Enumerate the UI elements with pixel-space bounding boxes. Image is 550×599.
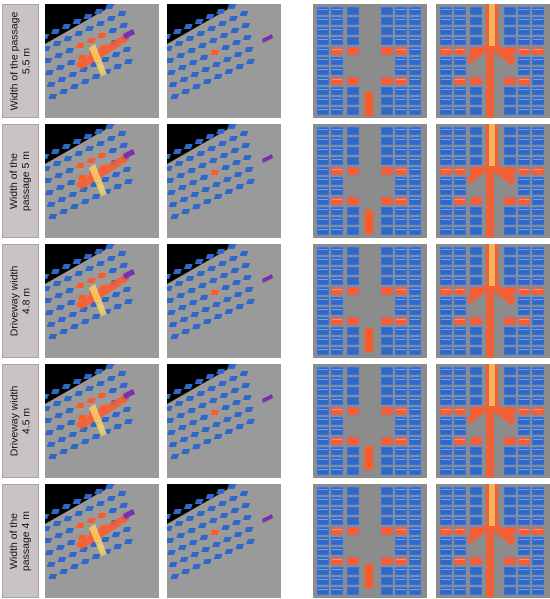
perspective-parking-view-image	[167, 244, 281, 358]
top-flow-view-image	[436, 364, 550, 478]
perspective-parking-view	[167, 4, 281, 118]
perspective-parking-view-image	[167, 4, 281, 118]
perspective-flow-view	[45, 124, 159, 238]
perspective-flow-view	[45, 484, 159, 598]
top-flow-view	[436, 484, 550, 598]
top-flow-view-image	[436, 124, 550, 238]
perspective-parking-view	[167, 124, 281, 238]
top-parking-view-image	[313, 124, 427, 238]
top-flow-view-image	[436, 4, 550, 118]
perspective-parking-view	[167, 484, 281, 598]
perspective-flow-view	[45, 4, 159, 118]
top-flow-view	[436, 364, 550, 478]
perspective-parking-view-image	[167, 124, 281, 238]
perspective-parking-view-image	[167, 484, 281, 598]
row-label-box: Width of the passage 5.5 m	[2, 4, 39, 118]
row-label: Width of the passage 5 m	[8, 150, 33, 212]
row-label-box: Driveway width 4.8 m	[2, 244, 39, 358]
top-parking-view-image	[313, 364, 427, 478]
perspective-flow-view-image	[45, 244, 159, 358]
row-label-box: Width of the passage 4 m	[2, 484, 39, 598]
top-flow-view	[436, 244, 550, 358]
row-label-box: Driveway width 4.5 m	[2, 364, 39, 478]
figure-row: Width of the passage 4 m	[0, 484, 550, 598]
top-parking-view-image	[313, 4, 427, 118]
top-flow-view-image	[436, 484, 550, 598]
row-label: Driveway width 4.5 m	[8, 385, 33, 457]
perspective-flow-view-image	[45, 364, 159, 478]
top-parking-view-image	[313, 244, 427, 358]
figure-row: Driveway width 4.5 m	[0, 364, 550, 478]
perspective-flow-view-image	[45, 124, 159, 238]
top-parking-view	[313, 484, 427, 598]
figure-row: Width of the passage 5 m	[0, 124, 550, 238]
perspective-parking-view-image	[167, 364, 281, 478]
figure-row: Driveway width 4.8 m	[0, 244, 550, 358]
top-parking-view	[313, 244, 427, 358]
top-flow-view	[436, 124, 550, 238]
row-label: Width of the passage 5.5 m	[8, 11, 33, 111]
perspective-parking-view	[167, 244, 281, 358]
row-label-box: Width of the passage 5 m	[2, 124, 39, 238]
perspective-flow-view	[45, 244, 159, 358]
row-label: Driveway width 4.8 m	[8, 265, 33, 337]
perspective-flow-view-image	[45, 4, 159, 118]
top-parking-view-image	[313, 484, 427, 598]
top-flow-view	[436, 4, 550, 118]
top-parking-view	[313, 124, 427, 238]
top-parking-view	[313, 4, 427, 118]
top-flow-view-image	[436, 244, 550, 358]
row-label: Width of the passage 4 m	[8, 510, 33, 572]
perspective-flow-view	[45, 364, 159, 478]
perspective-flow-view-image	[45, 484, 159, 598]
figure-row: Width of the passage 5.5 m	[0, 4, 550, 118]
perspective-parking-view	[167, 364, 281, 478]
top-parking-view	[313, 364, 427, 478]
